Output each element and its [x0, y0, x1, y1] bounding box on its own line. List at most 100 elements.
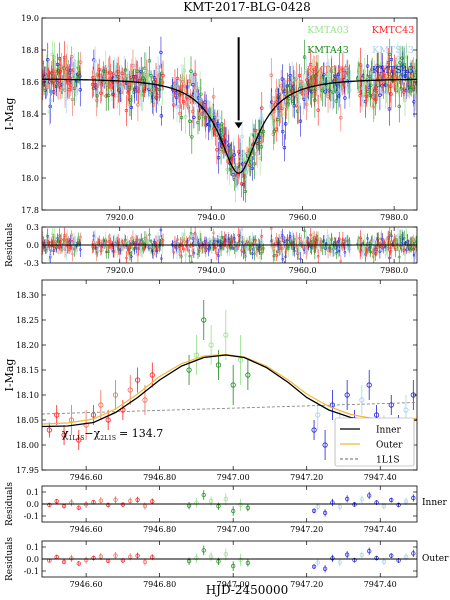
event-arrow-head: [234, 122, 243, 129]
data-point: [64, 97, 68, 101]
data-point: [343, 96, 347, 100]
data-point: [244, 170, 249, 174]
residual-point: [136, 253, 140, 257]
data-point: [97, 67, 101, 72]
residual-point: [188, 254, 192, 258]
data-point: [370, 71, 375, 75]
residual-point: [143, 247, 146, 251]
data-point: [52, 55, 57, 60]
zoom-data-point: [245, 372, 251, 378]
data-point: [320, 90, 324, 95]
residual-point: [78, 248, 82, 251]
residual-point: [315, 504, 320, 509]
data-point: [243, 189, 248, 194]
residual-point: [238, 502, 243, 507]
residual-point: [330, 556, 335, 561]
residual-point: [366, 237, 369, 240]
y-axis-label: Residuals: [5, 482, 15, 526]
x-tick-label: 7980.0: [380, 213, 408, 222]
residual-point: [215, 252, 219, 256]
data-point: [305, 97, 310, 102]
y-tick-label: 18.00: [16, 441, 39, 450]
data-point: [136, 103, 140, 107]
data-point: [272, 129, 276, 134]
residual-point: [135, 497, 140, 502]
data-point: [227, 143, 231, 147]
residual-point: [337, 504, 342, 509]
residual-point: [190, 261, 194, 263]
data-point: [181, 99, 186, 104]
residual-point: [113, 553, 118, 558]
data-point: [389, 92, 393, 96]
y-tick-label: 18.20: [16, 341, 39, 350]
data-point: [48, 98, 53, 103]
data-point: [286, 104, 291, 108]
data-point: [107, 84, 111, 88]
data-point: [397, 104, 401, 109]
data-point: [283, 122, 288, 126]
residual-point: [53, 240, 57, 243]
residual-point: [97, 238, 101, 242]
y-tick-label: 18.10: [16, 391, 39, 400]
zoom-data-point: [83, 422, 89, 428]
y-tick-label: 18.4: [21, 110, 39, 119]
data-point: [338, 89, 343, 93]
dataset-legend: KMTA03 KMTC43 KMTA43 KMTS03 KMTC03 KMTS43: [307, 25, 415, 76]
residual-point: [161, 242, 164, 245]
y-tick-label: 18.0: [21, 174, 39, 183]
data-point: [368, 94, 372, 98]
residual-point: [71, 252, 74, 256]
data-point: [339, 115, 343, 120]
residual-point: [65, 235, 69, 238]
data-point: [316, 68, 321, 72]
data-point: [106, 93, 111, 98]
zoom-data-point: [311, 427, 317, 433]
residual-point: [231, 563, 236, 569]
residual-point: [359, 497, 365, 502]
y-tick-label: 0.1: [26, 543, 39, 552]
x-tick-label: 7947.20: [290, 525, 323, 534]
data-point: [403, 98, 407, 103]
data-point: [261, 134, 265, 138]
residual-point: [311, 564, 317, 569]
residual-point: [176, 238, 179, 241]
residual-point: [369, 245, 373, 249]
x-tick-label: 7946.60: [70, 580, 103, 589]
residual-point: [285, 238, 289, 242]
residual-point: [148, 233, 151, 237]
residual-point: [59, 237, 63, 241]
data-point: [292, 104, 297, 108]
data-point: [43, 88, 47, 93]
zoom-data-point: [322, 442, 328, 448]
data-point: [368, 93, 373, 98]
y-tick-label: 18.30: [16, 291, 39, 300]
plot-area: [42, 490, 417, 517]
x-tick-label: 7947.40: [364, 525, 397, 534]
residual-point: [109, 240, 113, 243]
data-point: [183, 115, 188, 119]
data-point: [70, 97, 75, 102]
x-tick-label: 7940.0: [197, 266, 225, 275]
legend-box: [334, 417, 415, 467]
data-point: [414, 70, 417, 75]
residual-point: [411, 495, 416, 501]
data-point: [211, 95, 216, 99]
y-tick-label: 17.95: [16, 466, 39, 475]
data-point: [365, 64, 370, 68]
residual-point: [231, 508, 236, 514]
residual-point: [369, 250, 372, 254]
residual-point: [322, 566, 328, 571]
zoom-data-point: [46, 427, 52, 433]
residual-point: [343, 250, 347, 254]
residual-point: [129, 255, 133, 258]
residual-point: [131, 236, 135, 240]
data-point: [189, 69, 193, 73]
zoom-data-point: [149, 372, 155, 378]
zoom-data-point: [208, 342, 214, 348]
model-curve: [42, 78, 417, 174]
data-point: [93, 59, 97, 64]
residual-point: [240, 227, 244, 231]
residual-point: [48, 255, 52, 259]
y-axis-label: Residuals: [5, 537, 15, 581]
data-point: [400, 56, 404, 60]
